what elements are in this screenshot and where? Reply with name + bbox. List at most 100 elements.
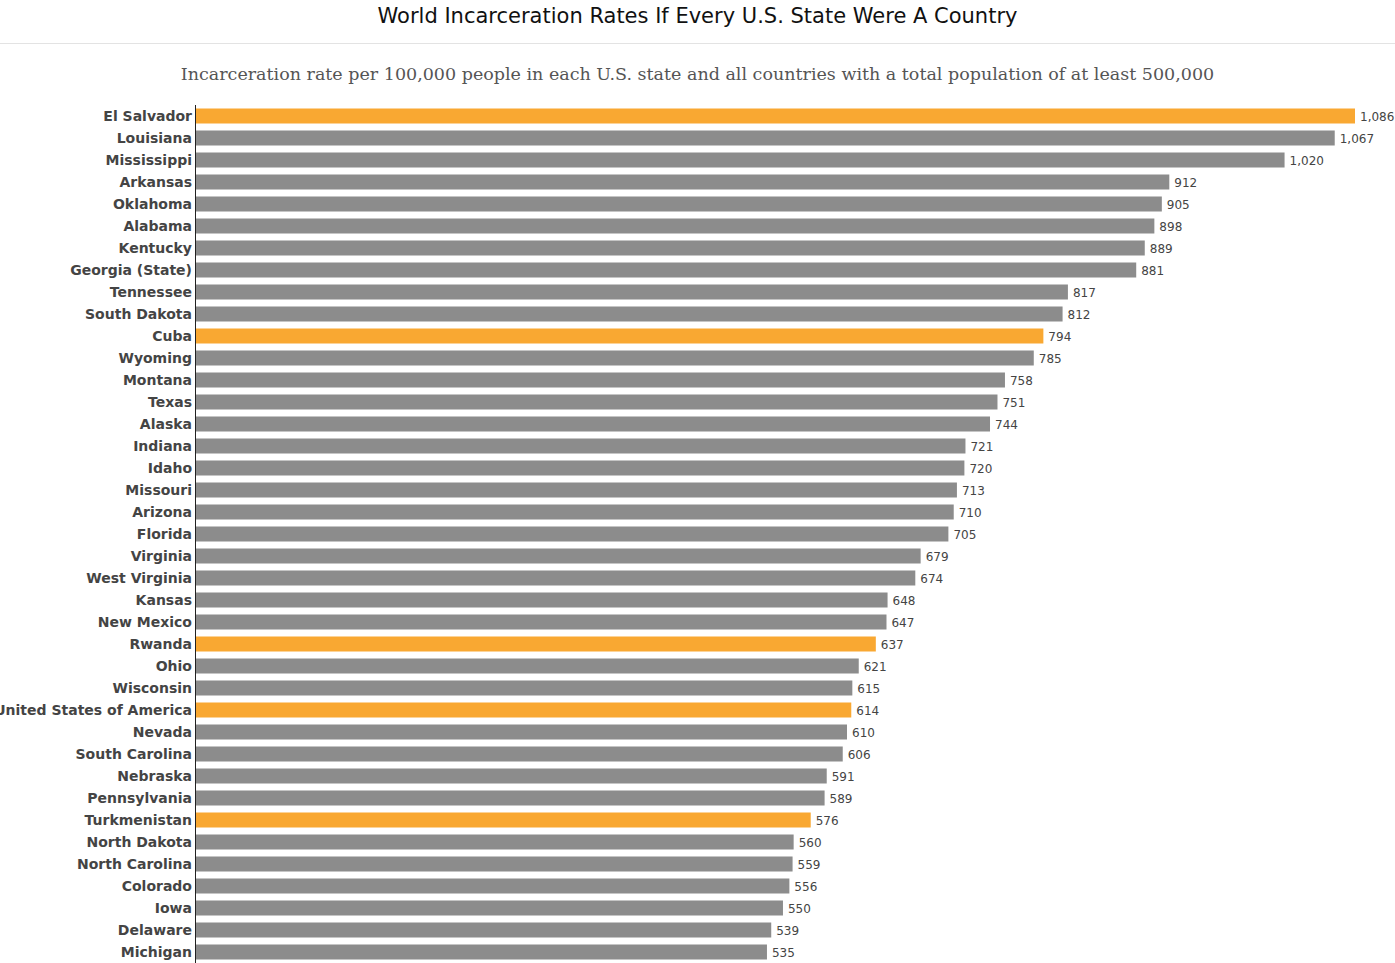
category-label: Alaska [140,416,192,432]
value-label: 889 [1150,242,1173,256]
category-label: Idaho [148,460,193,476]
category-label: North Dakota [86,834,192,850]
bar [196,813,811,828]
bar [196,109,1355,124]
value-label: 560 [799,836,822,850]
value-label: 648 [893,594,916,608]
value-label: 710 [959,506,982,520]
category-label: Oklahoma [113,196,192,212]
bar [196,219,1154,234]
value-label: 647 [891,616,914,630]
value-label: 713 [962,484,985,498]
value-label: 559 [798,858,821,872]
value-label: 615 [857,682,880,696]
bar [196,945,767,960]
value-label: 705 [953,528,976,542]
category-label: Alabama [123,218,192,234]
bar [196,483,957,498]
bar [196,615,886,630]
value-label: 758 [1010,374,1033,388]
bar [196,153,1285,168]
subtitle: Incarceration rate per 100,000 people in… [181,64,1214,84]
value-label: 794 [1048,330,1071,344]
category-label: Ohio [156,658,193,674]
category-label: Wisconsin [112,680,192,696]
bars [196,109,1355,960]
bar [196,549,921,564]
category-label: Turkmenistan [85,812,192,828]
category-label: Tennessee [110,284,192,300]
value-label: 589 [830,792,853,806]
value-label: 1,086 [1360,110,1394,124]
bar [196,747,843,762]
value-label: 881 [1141,264,1164,278]
category-label: Colorado [122,878,193,894]
value-label: 898 [1159,220,1182,234]
axis-line [195,105,196,963]
category-label: South Dakota [85,306,192,322]
bar [196,901,783,916]
category-label: Arizona [132,504,192,520]
value-label: 576 [816,814,839,828]
category-label: Louisiana [117,130,192,146]
bar [196,571,915,586]
category-label: Rwanda [129,636,192,652]
bar [196,329,1043,344]
category-label: Arkansas [119,174,192,190]
value-label: 674 [920,572,943,586]
value-label: 621 [864,660,887,674]
category-label: Kansas [136,592,192,608]
category-label: United States of America [0,702,192,718]
category-label: Delaware [118,922,192,938]
category-label: South Carolina [76,746,192,762]
category-label: North Carolina [77,856,192,872]
bar [196,505,954,520]
value-label: 539 [776,924,799,938]
value-label: 812 [1068,308,1091,322]
bar [196,637,876,652]
bar [196,351,1034,366]
bar [196,439,965,454]
category-label: Montana [123,372,192,388]
separator [0,43,1395,44]
category-label: Virginia [131,548,192,564]
bar [196,285,1068,300]
category-label: Wyoming [118,350,192,366]
category-label: West Virginia [86,570,192,586]
bar [196,131,1335,146]
bar [196,263,1136,278]
value-label: 912 [1174,176,1197,190]
bar [196,769,827,784]
category-label: Georgia (State) [70,262,192,278]
value-label: 610 [852,726,875,740]
labels: El Salvador1,086Louisiana1,067Mississipp… [0,108,1394,960]
value-label: 817 [1073,286,1096,300]
bar [196,703,851,718]
category-label: Kentucky [119,240,192,256]
category-label: Cuba [152,328,192,344]
value-label: 591 [832,770,855,784]
chart: World Incarceration Rates If Every U.S. … [0,0,1395,963]
value-label: 751 [1002,396,1025,410]
bar [196,527,948,542]
category-label: Missouri [125,482,192,498]
value-label: 556 [794,880,817,894]
value-label: 535 [772,946,795,960]
value-label: 550 [788,902,811,916]
value-label: 720 [969,462,992,476]
bar [196,681,852,696]
value-label: 614 [856,704,879,718]
value-label: 606 [848,748,871,762]
bar [196,923,771,938]
category-label: Texas [148,394,192,410]
value-label: 744 [995,418,1018,432]
category-label: Indiana [133,438,192,454]
category-label: Florida [137,526,192,542]
bar [196,417,990,432]
bar [196,835,794,850]
category-label: Michigan [121,944,192,960]
category-label: Pennsylvania [87,790,192,806]
title: World Incarceration Rates If Every U.S. … [378,4,1018,28]
bar [196,461,964,476]
bar [196,791,825,806]
